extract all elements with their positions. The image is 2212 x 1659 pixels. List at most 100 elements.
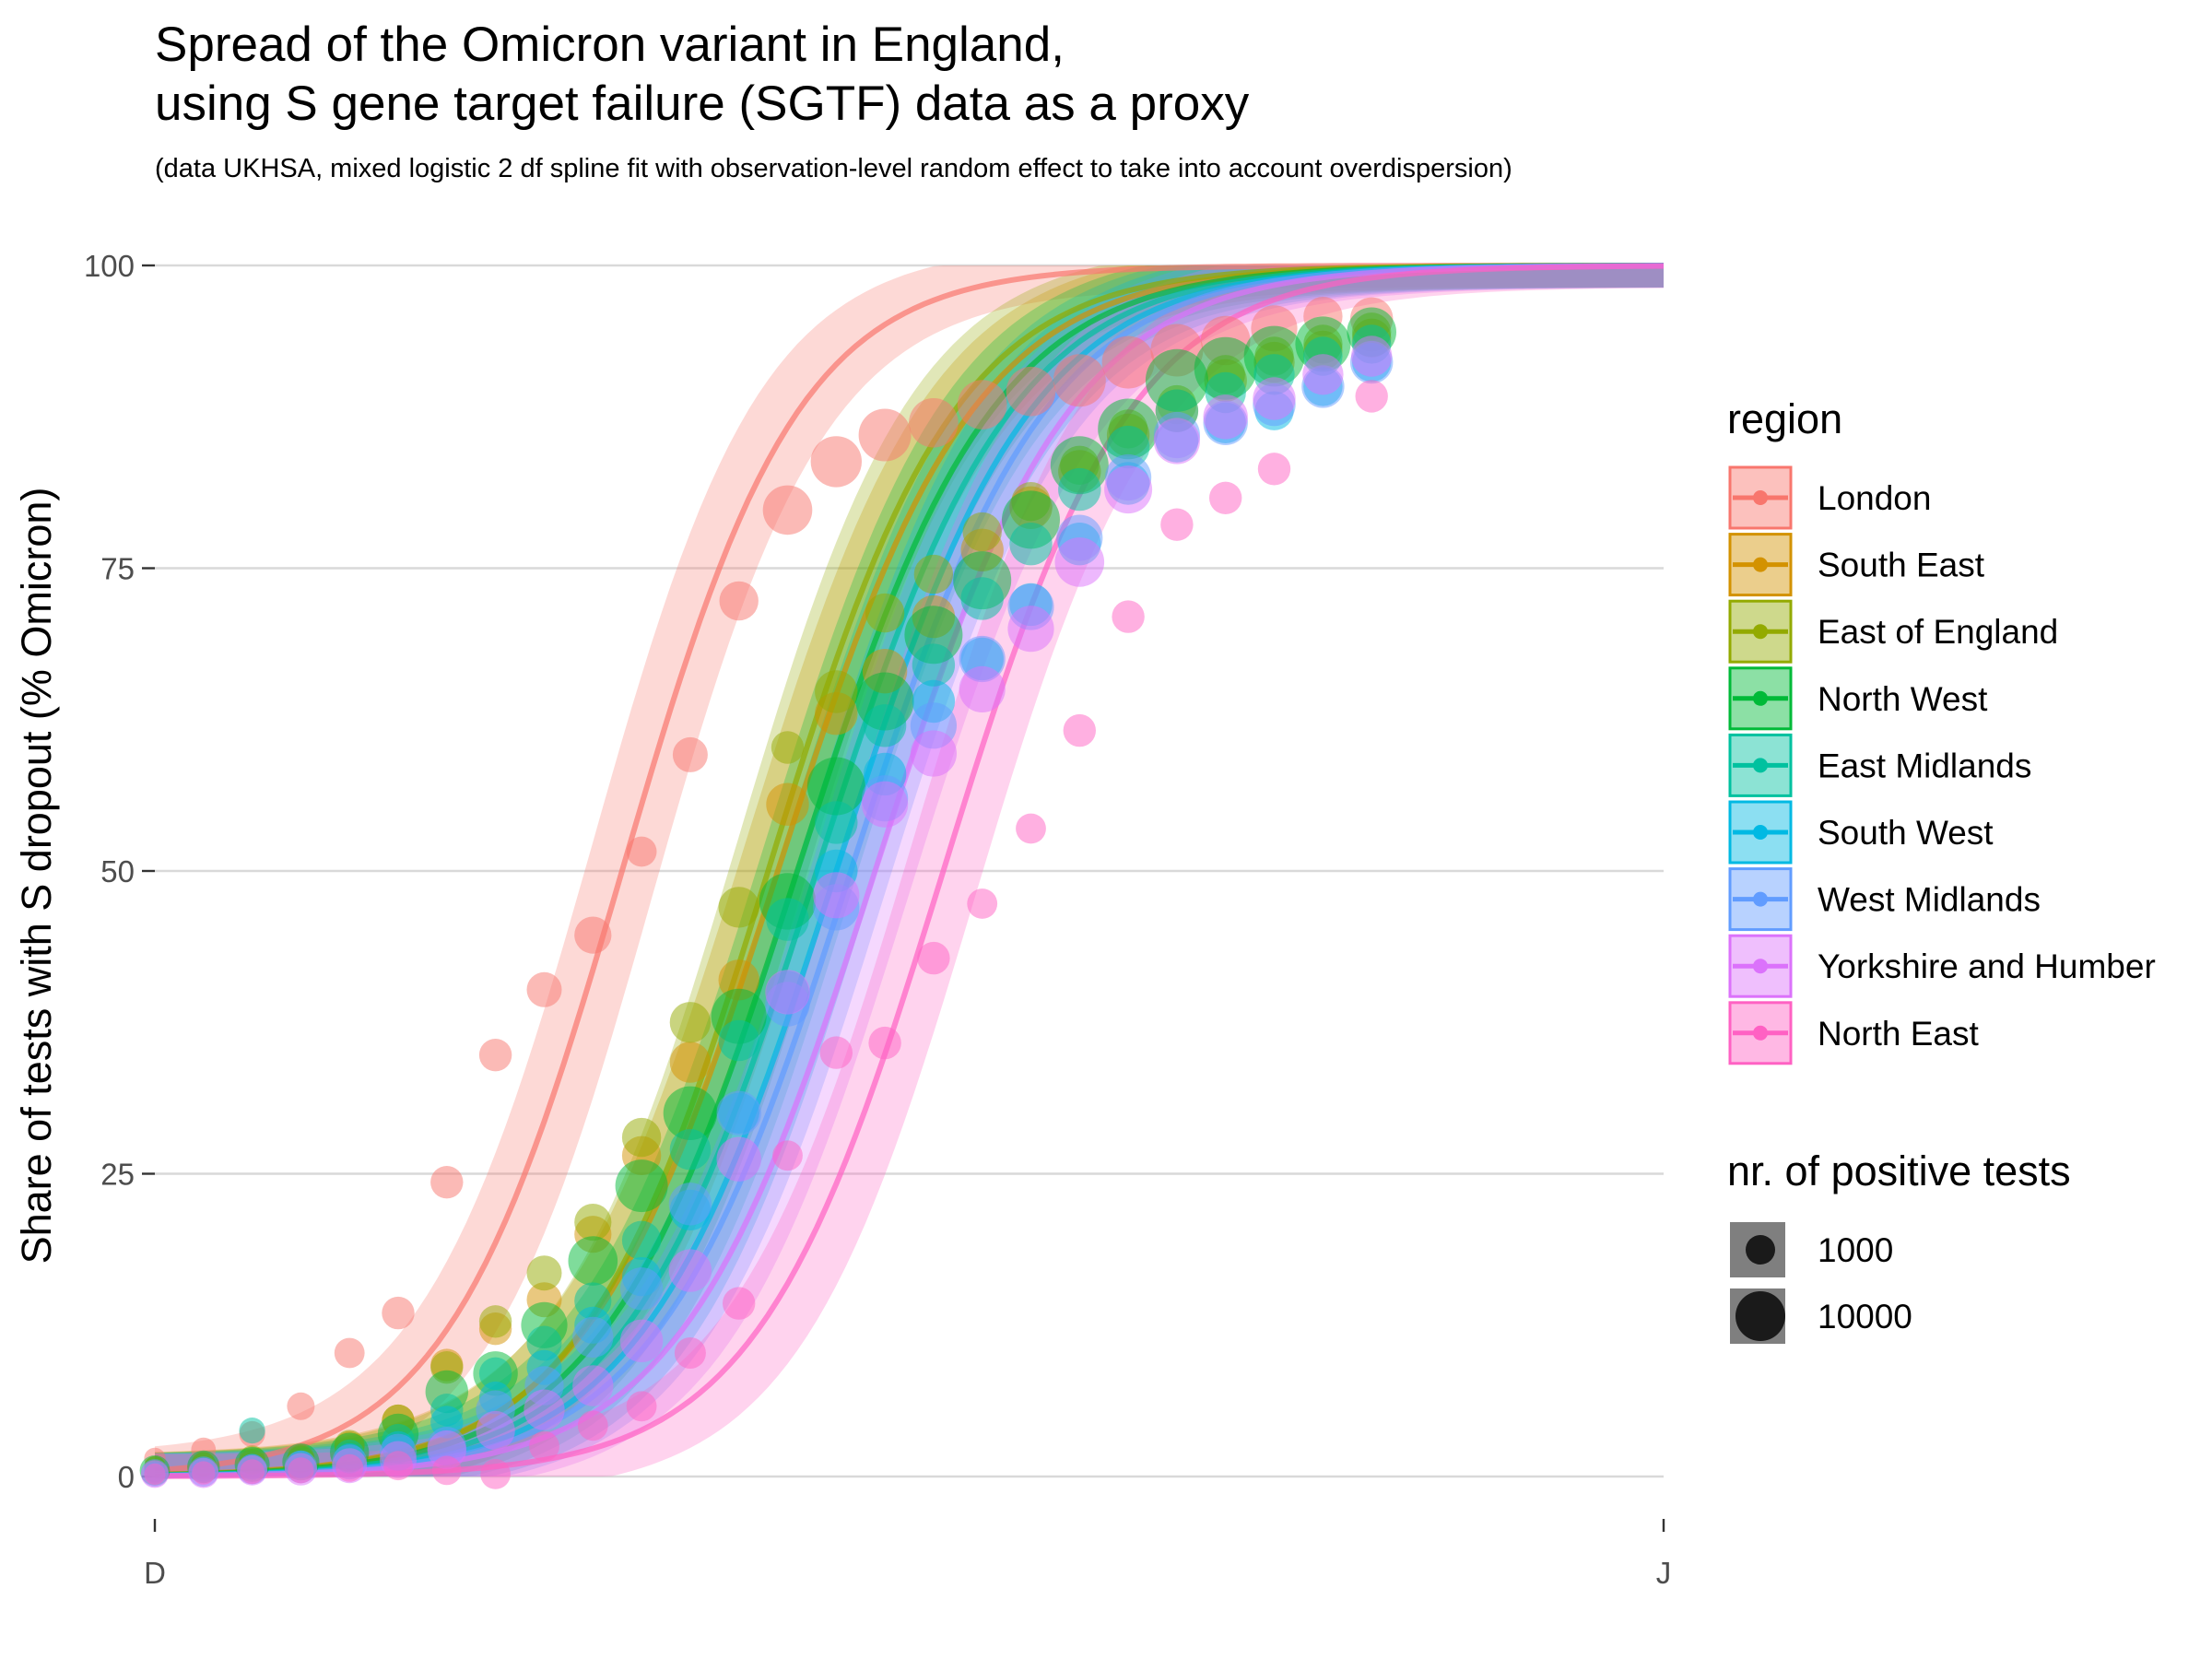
data-point xyxy=(287,1392,315,1420)
data-point xyxy=(957,380,1007,429)
data-point xyxy=(765,970,810,1015)
data-point xyxy=(526,1325,562,1361)
data-point xyxy=(766,782,809,826)
data-points xyxy=(139,297,1396,1489)
data-point xyxy=(1160,508,1194,541)
data-point xyxy=(672,736,708,772)
data-point xyxy=(723,1287,756,1320)
size-legend-dot xyxy=(1746,1235,1775,1265)
ribbon-south-east xyxy=(155,265,1664,1477)
legend-item-east-of-england: East of England xyxy=(1728,599,2058,664)
data-point xyxy=(1351,335,1393,377)
data-point xyxy=(574,1204,612,1241)
data-point xyxy=(718,887,759,928)
data-point xyxy=(815,801,858,844)
data-point xyxy=(1006,366,1056,417)
data-point xyxy=(868,1026,901,1060)
chart-title-line2: using S gene target failure (SGTF) data … xyxy=(155,76,1250,131)
size-legend-item: 1000 xyxy=(1730,1222,1893,1277)
data-point xyxy=(1253,377,1296,420)
data-point xyxy=(1153,418,1200,465)
data-point xyxy=(574,916,612,954)
data-point xyxy=(1101,335,1155,389)
data-point xyxy=(1302,354,1344,395)
data-point xyxy=(718,1019,759,1062)
data-point xyxy=(663,1086,718,1141)
ribbon-yorkshire-and-humber xyxy=(155,265,1664,1477)
data-point xyxy=(967,888,998,919)
data-point xyxy=(529,1430,559,1462)
legend-label: East Midlands xyxy=(1818,747,2031,784)
legend-label: South East xyxy=(1818,547,1985,584)
data-point xyxy=(716,1090,761,1136)
data-point xyxy=(144,1463,166,1485)
y-tick-label: 100 xyxy=(84,249,135,283)
data-point xyxy=(619,1319,664,1363)
legend-label: South West xyxy=(1818,814,1994,852)
data-point xyxy=(771,731,805,764)
data-point xyxy=(813,872,860,919)
data-point xyxy=(858,408,912,462)
y-axis-title: Share of tests with S dropout (% Omicron… xyxy=(13,488,60,1265)
legend-key-dot xyxy=(1753,557,1768,572)
legend-item-north-west: North West xyxy=(1728,666,1988,731)
data-point xyxy=(669,1002,712,1043)
data-point xyxy=(526,1255,562,1291)
ribbon-north-west xyxy=(155,265,1664,1477)
data-point xyxy=(863,704,907,747)
data-point xyxy=(960,577,1004,620)
chart-title: Spread of the Omicron variant in England… xyxy=(155,18,1065,72)
data-point xyxy=(568,1236,618,1286)
data-point xyxy=(619,1267,664,1311)
legend-item-west-midlands: West Midlands xyxy=(1728,867,2041,932)
data-point xyxy=(572,1365,614,1406)
legend-label: North East xyxy=(1818,1015,1980,1053)
y-tick-label: 50 xyxy=(100,854,135,888)
data-point xyxy=(1063,713,1097,747)
data-point xyxy=(806,757,865,816)
legend-items: London South East East of England North Wes… xyxy=(1728,465,2156,1065)
data-point xyxy=(382,1296,415,1330)
data-point xyxy=(1053,354,1106,407)
data-point xyxy=(239,1418,265,1444)
data-point xyxy=(621,1220,662,1261)
data-point xyxy=(240,1459,265,1485)
data-point xyxy=(1016,813,1046,844)
size-legend-dot xyxy=(1735,1291,1785,1341)
ribbon-east-of-england xyxy=(155,265,1664,1477)
legend-title: region xyxy=(1727,395,1842,442)
data-point xyxy=(1209,481,1242,514)
legend: region London South East East of England No… xyxy=(1727,395,2156,1344)
size-legend-items: 1000 10000 xyxy=(1730,1222,1912,1344)
ribbon-london xyxy=(155,265,1664,1477)
legend-item-north-east: North East xyxy=(1728,1001,1980,1065)
legend-key-dot xyxy=(1753,690,1768,706)
data-point xyxy=(478,1039,512,1072)
data-point xyxy=(288,1457,314,1484)
data-point xyxy=(626,1391,657,1422)
ribbon-east-midlands xyxy=(155,265,1664,1477)
data-point xyxy=(1104,465,1153,514)
data-point xyxy=(865,593,905,633)
data-point xyxy=(668,1249,712,1292)
data-point xyxy=(1355,380,1388,413)
data-point xyxy=(912,643,956,687)
ribbon-north-east xyxy=(155,265,1664,1477)
data-point xyxy=(621,1117,662,1158)
data-point xyxy=(917,941,950,975)
data-point xyxy=(577,1410,608,1441)
data-point xyxy=(615,1159,668,1213)
legend-key-dot xyxy=(1753,490,1768,505)
data-point xyxy=(962,512,1002,552)
data-point xyxy=(904,606,963,665)
data-point xyxy=(910,730,957,777)
data-point xyxy=(1112,600,1145,633)
legend-key-dot xyxy=(1753,959,1768,974)
y-tick-label: 0 xyxy=(118,1460,135,1494)
chart-subtitle: (data UKHSA, mixed logistic 2 df spline … xyxy=(155,154,1512,183)
data-point xyxy=(668,1182,712,1226)
data-point xyxy=(1203,394,1248,440)
legend-item-south-west: South West xyxy=(1728,800,1994,865)
data-point xyxy=(810,436,862,488)
